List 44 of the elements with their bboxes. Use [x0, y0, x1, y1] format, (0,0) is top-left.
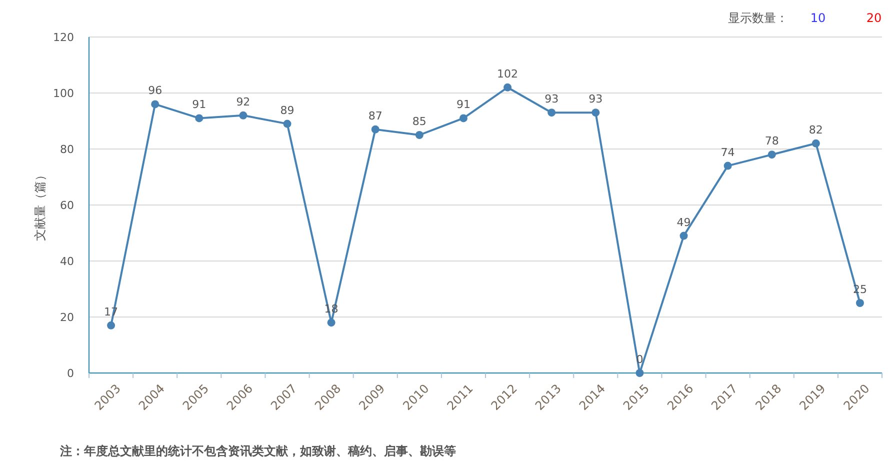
data-label: 82 — [808, 123, 823, 136]
point — [195, 114, 204, 122]
y-tick-label: 60 — [60, 199, 74, 212]
data-label: 49 — [676, 216, 691, 229]
data-label: 85 — [412, 115, 426, 128]
point — [459, 114, 468, 122]
data-label: 92 — [236, 95, 250, 108]
y-tick-label: 40 — [60, 255, 74, 268]
y-axis-title: 文献量（篇） — [33, 169, 47, 241]
point — [107, 321, 116, 330]
y-tick-label: 80 — [60, 143, 74, 156]
point — [371, 125, 380, 134]
data-label: 74 — [720, 146, 735, 159]
point — [151, 100, 160, 108]
y-tick-label: 0 — [67, 367, 74, 380]
data-label: 93 — [588, 92, 603, 106]
y-tick-label: 20 — [60, 311, 74, 324]
y-tick-label: 100 — [53, 87, 74, 100]
point — [680, 232, 688, 240]
point — [504, 83, 512, 92]
point — [283, 120, 292, 128]
text: 注：年度总文献里的统计不包含资讯类文献，如致谢、稿约、启事、勘误等 — [59, 444, 456, 458]
data-label: 96 — [148, 84, 162, 98]
data-label: 91 — [192, 98, 206, 112]
point — [812, 139, 820, 148]
data-label: 87 — [368, 109, 382, 122]
data-label: 89 — [280, 104, 294, 117]
data-label: 78 — [764, 134, 779, 148]
point — [592, 108, 600, 117]
data-label: 91 — [456, 98, 470, 112]
text: 20 — [866, 11, 882, 25]
point — [856, 299, 864, 307]
point — [724, 162, 732, 170]
data-label: 93 — [544, 92, 559, 106]
point — [327, 318, 336, 327]
y-tick-label: 120 — [53, 31, 74, 44]
data-label: 102 — [497, 67, 518, 80]
point — [239, 111, 248, 120]
point — [768, 150, 776, 159]
point — [636, 369, 644, 377]
text: 10 — [810, 11, 826, 25]
point — [415, 131, 424, 139]
point — [548, 108, 556, 117]
text: 显示数量： — [728, 11, 788, 25]
